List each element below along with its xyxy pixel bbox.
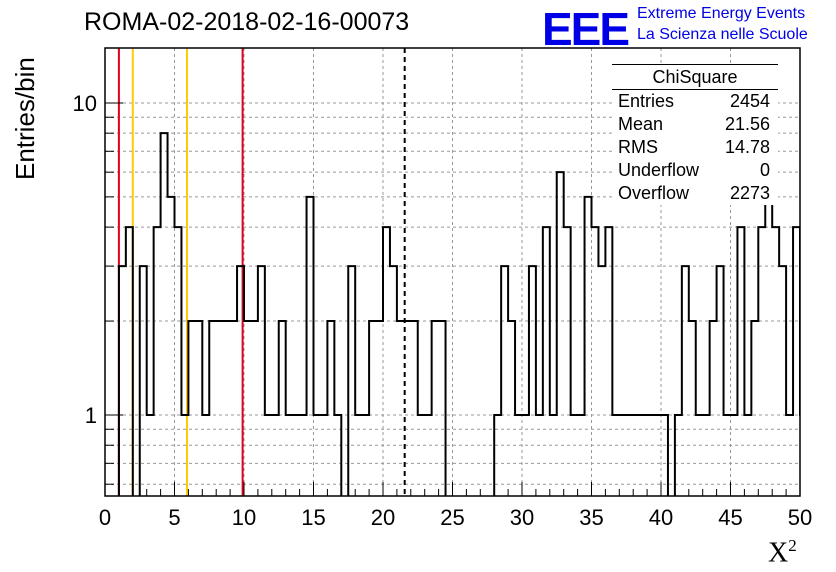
x-tick-label: 15	[301, 505, 325, 530]
logo-caption-line2: La Scienza nelle Scuole	[637, 26, 808, 43]
stats-value: 2273	[729, 183, 770, 203]
logo-caption-line1: Extreme Energy Events	[637, 5, 806, 22]
x-tick-label: 10	[232, 505, 256, 530]
stats-label: Entries	[618, 91, 675, 111]
x-axis-label: X2	[768, 536, 797, 569]
stats-box: ChiSquare Entries 2454 Mean 21.56 RMS 14.78…	[612, 64, 778, 205]
stats-value: 21.56	[724, 114, 770, 134]
stats-row-underflow: Underflow 0	[612, 159, 778, 182]
y-axis-label: Entries/bin	[4, 57, 44, 188]
histogram-series	[117, 132, 800, 496]
stats-label: RMS	[618, 137, 658, 157]
x-axis-label-text: X	[768, 537, 789, 569]
x-tick-label: 45	[718, 505, 742, 530]
x-tick-label: 30	[510, 505, 534, 530]
stats-row-overflow: Overflow 2273	[612, 182, 778, 205]
grid-lines	[105, 48, 800, 496]
stats-label: Overflow	[618, 183, 690, 203]
stats-row-rms: RMS 14.78	[612, 136, 778, 159]
stats-value: 2454	[729, 91, 770, 111]
x-tick-label: 50	[788, 505, 812, 530]
stats-value: 14.78	[724, 137, 770, 157]
stats-label: Underflow	[618, 160, 700, 180]
stats-row-entries: Entries 2454	[612, 90, 778, 113]
x-tick-label: 40	[649, 505, 673, 530]
x-axis-label-superscript: 2	[788, 536, 797, 555]
stats-row-mean: Mean 21.56	[612, 113, 778, 136]
eee-logo: EEE	[542, 3, 630, 55]
x-tick-label: 20	[371, 505, 395, 530]
chart-title: ROMA-02-2018-02-16-00073	[84, 8, 410, 36]
y-axis-label-text: Entries/bin	[10, 57, 40, 180]
x-tick-label: 0	[99, 505, 111, 530]
x-tick-label: 25	[440, 505, 464, 530]
logo-caption: Extreme Energy Events La Scienza nelle S…	[637, 3, 808, 45]
stats-label: Mean	[618, 114, 664, 134]
axis-ticks: 0 5 10 15 20 25 30 35 40 45 50 1 10	[73, 91, 813, 530]
stats-header: ChiSquare	[612, 65, 778, 90]
y-tick-label: 10	[73, 91, 97, 116]
stats-value: 0	[759, 160, 770, 180]
y-tick-label: 1	[85, 403, 97, 428]
x-tick-label: 5	[168, 505, 180, 530]
x-tick-label: 35	[579, 505, 603, 530]
